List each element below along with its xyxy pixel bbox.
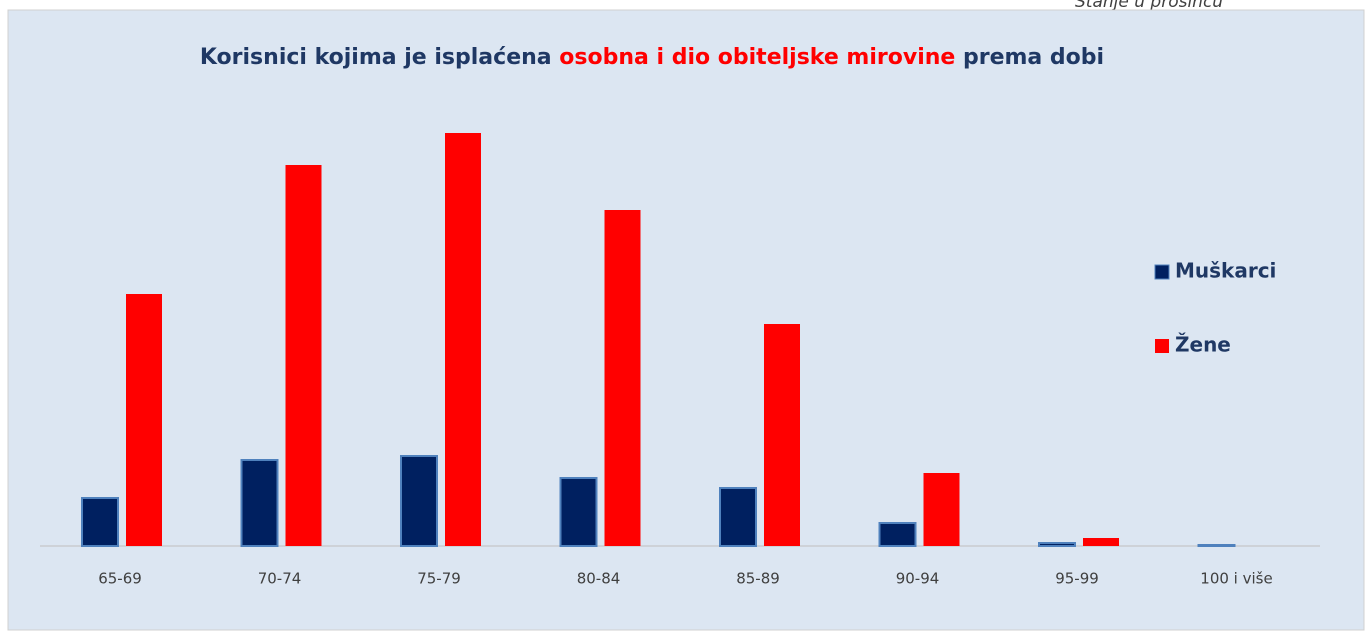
chart-background [7,9,1365,631]
bar [878,522,917,547]
bar [1083,538,1119,546]
bar [764,324,800,546]
title-part: prema dobi [955,45,1104,70]
bar [285,165,322,546]
bar [400,455,438,547]
chart-title: Korisnici kojima je isplaćena osobna i d… [200,45,1104,70]
title-part: Korisnici kojima je isplaćena [200,45,559,70]
x-tick-label: 95-99 [1055,570,1099,588]
legend-swatch [1155,339,1169,353]
x-tick-label: 85-89 [736,570,780,588]
bar [445,133,481,546]
bar [1197,544,1236,547]
x-tick-label: 80-84 [577,570,621,588]
x-tick-label: 70-74 [258,570,302,588]
bar [126,294,162,546]
legend-label: Muškarci [1175,259,1276,283]
legend-swatch [1154,264,1170,280]
x-tick-label: 65-69 [98,570,142,588]
bar [81,497,119,547]
note: Stanje u prosincu [1075,0,1223,12]
x-tick-label: 100 i više [1200,570,1272,588]
bar [559,477,598,547]
x-tick-label: 75-79 [417,570,461,588]
title-part: osobna i dio obiteljske mirovine [559,45,955,70]
legend-label: Žene [1175,333,1231,357]
bar [1038,542,1076,547]
bar [604,210,641,546]
bar [719,487,757,547]
x-tick-label: 90-94 [896,570,940,588]
bar [923,473,960,546]
bar [240,459,279,547]
